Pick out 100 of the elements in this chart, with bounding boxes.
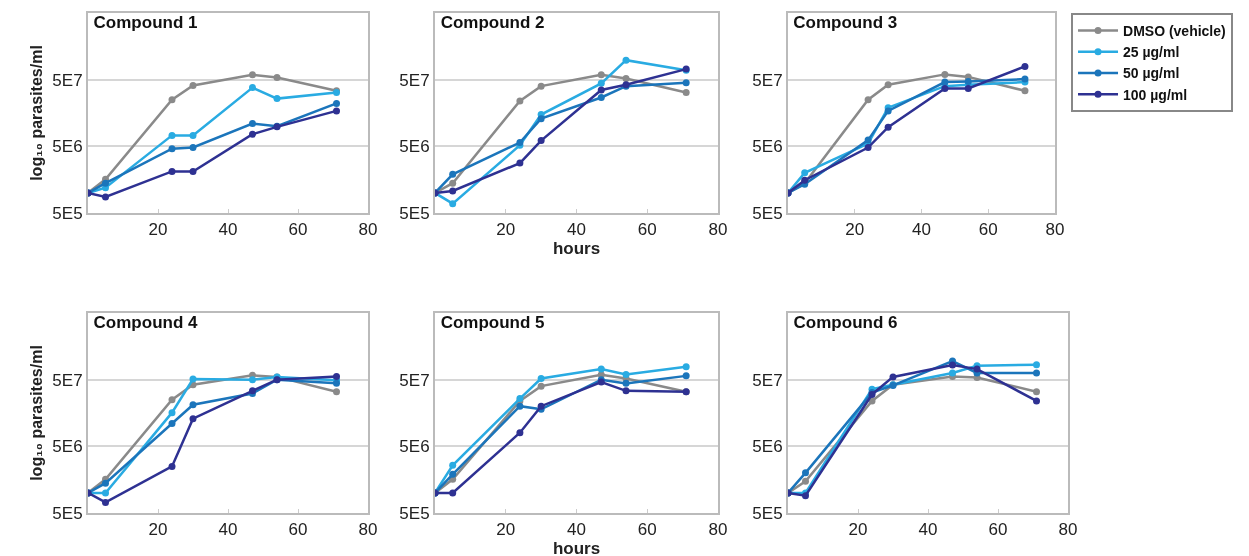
y-tick-label: 5E6	[752, 137, 783, 157]
point	[1033, 369, 1040, 377]
point	[189, 401, 197, 409]
point	[333, 372, 340, 380]
x-tick-label: 40	[218, 220, 238, 240]
point	[449, 489, 457, 497]
point	[168, 167, 176, 175]
y-tick-label: 5E5	[752, 503, 783, 523]
point	[682, 372, 690, 380]
legend-label: 50 µg/ml	[1123, 65, 1180, 82]
point	[516, 402, 524, 410]
point	[537, 115, 545, 123]
point	[597, 86, 605, 94]
point	[168, 131, 176, 139]
point	[189, 167, 197, 175]
point	[102, 193, 109, 201]
point	[537, 375, 545, 383]
x-tick-label: 80	[708, 520, 728, 540]
point	[168, 396, 176, 404]
chart-title: Compound 6	[793, 312, 898, 332]
chart-title: Compound 1	[93, 12, 198, 32]
x-tick-label: 20	[848, 520, 868, 540]
point	[597, 365, 605, 373]
chart-title: Compound 4	[93, 312, 199, 332]
point	[102, 489, 109, 497]
x-tick-label: 40	[567, 520, 586, 540]
y-tick-label: 5E5	[399, 503, 430, 523]
y-tick-label: 5E7	[399, 70, 430, 90]
point	[1021, 62, 1029, 70]
point	[168, 96, 176, 104]
point	[941, 78, 949, 86]
point	[249, 120, 256, 128]
x-tick-label: 40	[567, 220, 586, 240]
point	[682, 89, 690, 97]
point	[449, 470, 457, 478]
point	[102, 479, 109, 487]
point	[168, 420, 176, 428]
x-tick-label: 80	[708, 220, 728, 240]
x-tick-label: 60	[978, 220, 998, 240]
point	[168, 409, 176, 417]
point	[189, 375, 197, 383]
x-tick-label: 20	[148, 520, 168, 540]
point	[597, 94, 605, 102]
y-tick-label: 5E7	[52, 70, 83, 90]
x-tick-label: 20	[148, 220, 168, 240]
point	[622, 387, 630, 395]
point	[597, 79, 605, 87]
point	[333, 107, 340, 115]
point	[168, 145, 176, 153]
point	[941, 70, 949, 78]
y-tick-label: 5E6	[399, 437, 430, 457]
point	[189, 131, 197, 139]
y-tick-label: 5E5	[52, 503, 83, 523]
x-tick-label: 20	[496, 220, 516, 240]
y-tick-label: 5E7	[752, 370, 783, 390]
point	[273, 95, 281, 103]
point	[189, 415, 197, 423]
y-axis-title: log₁₀ parasites/ml	[27, 345, 45, 481]
chart-title: Compound 2	[440, 12, 545, 32]
x-tick-label: 40	[218, 520, 238, 540]
point	[449, 170, 457, 178]
point	[964, 77, 972, 85]
legend-label: 25 µg/ml	[1123, 44, 1180, 61]
y-tick-label: 5E5	[399, 203, 430, 223]
point	[949, 361, 956, 369]
point	[864, 96, 872, 104]
chart-title: Compound 3	[793, 12, 898, 32]
point	[597, 71, 605, 79]
point	[516, 429, 524, 437]
x-tick-label: 80	[1058, 520, 1078, 540]
point	[1033, 361, 1040, 369]
point	[889, 373, 897, 381]
point	[249, 130, 256, 138]
point	[102, 179, 109, 187]
y-tick-label: 5E5	[52, 203, 83, 223]
point	[864, 136, 872, 144]
point	[682, 363, 690, 371]
point	[102, 498, 109, 506]
point	[449, 461, 457, 469]
point	[249, 376, 256, 384]
point	[802, 477, 809, 485]
point	[449, 200, 457, 208]
x-tick-label: 60	[288, 220, 308, 240]
point	[1033, 388, 1040, 396]
x-tick-label: 60	[637, 520, 657, 540]
point	[333, 99, 340, 107]
point	[682, 79, 690, 87]
point	[801, 169, 809, 177]
point	[1033, 397, 1040, 405]
point	[622, 75, 630, 83]
point	[1021, 87, 1029, 95]
point	[802, 469, 809, 477]
point	[622, 370, 630, 378]
point	[249, 84, 256, 92]
point	[189, 144, 197, 152]
point	[537, 137, 545, 145]
y-tick-label: 5E6	[52, 437, 83, 457]
point	[622, 379, 630, 387]
point	[622, 56, 630, 64]
legend-label: DMSO (vehicle)	[1123, 23, 1226, 40]
